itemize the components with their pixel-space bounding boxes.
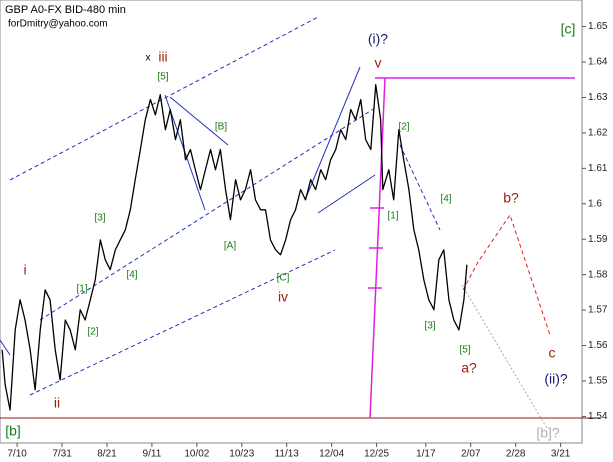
wave-label: a? bbox=[461, 360, 477, 376]
x-tick-label: 2/28 bbox=[506, 449, 526, 460]
wave-label: [3] bbox=[94, 213, 105, 224]
wave-label: b? bbox=[503, 190, 519, 206]
plot-frame bbox=[0, 0, 583, 444]
wave-label: [B] bbox=[215, 122, 227, 133]
y-tick-label: 1.65 bbox=[588, 21, 608, 32]
wave-label: [5] bbox=[459, 345, 470, 356]
wave-label: iii bbox=[158, 49, 167, 65]
wave-label: (ii)? bbox=[544, 371, 568, 387]
channel-line bbox=[9, 16, 319, 181]
trend-line bbox=[399, 144, 441, 231]
trend-line bbox=[0, 339, 11, 356]
x-tick-label: 8/21 bbox=[97, 449, 117, 460]
y-tick-label: 1.56 bbox=[588, 340, 608, 351]
wave-label: v bbox=[375, 55, 382, 71]
wave-label: iv bbox=[278, 289, 288, 305]
wave-label: [5] bbox=[157, 72, 168, 83]
y-tick-label: 1.6 bbox=[588, 198, 602, 209]
y-tick-label: 1.57 bbox=[588, 305, 608, 316]
wave-label: [3] bbox=[424, 321, 435, 332]
x-tick-label: 7/31 bbox=[52, 449, 72, 460]
y-tick-label: 1.62 bbox=[588, 128, 608, 139]
x-tick-label: 10/23 bbox=[229, 449, 254, 460]
wave-label: [b]? bbox=[536, 425, 560, 441]
x-tick-label: 9/11 bbox=[143, 449, 162, 460]
wave-label: [C] bbox=[277, 273, 290, 284]
chart-title: GBP A0-FX BID-480 min bbox=[5, 4, 126, 16]
trend-line bbox=[169, 96, 229, 146]
chart-subtitle: forDmitry@yahoo.com bbox=[8, 19, 108, 30]
y-tick-label: 1.64 bbox=[588, 57, 608, 68]
trend-line bbox=[317, 174, 376, 214]
x-tick-label: 7/10 bbox=[7, 449, 27, 460]
x-tick-label: 12/25 bbox=[364, 449, 389, 460]
wave-label: [1] bbox=[387, 211, 398, 222]
y-tick-label: 1.54 bbox=[588, 411, 608, 422]
channel-line bbox=[29, 249, 336, 396]
wave-label: [A] bbox=[224, 241, 236, 252]
price-line bbox=[1, 84, 468, 411]
wave-label: ii bbox=[54, 395, 60, 411]
forecast-path bbox=[462, 213, 551, 336]
channel-line bbox=[39, 107, 376, 321]
wave-channels bbox=[0, 16, 441, 396]
y-tick-label: 1.55 bbox=[588, 376, 608, 387]
wave-label: (i)? bbox=[368, 31, 388, 47]
time-ticks bbox=[368, 207, 384, 289]
y-tick-label: 1.63 bbox=[588, 92, 608, 103]
wave-label: x bbox=[146, 53, 151, 64]
wave-label: c bbox=[549, 345, 556, 361]
x-tick-label: 2/07 bbox=[461, 449, 481, 460]
forecast-path bbox=[461, 284, 549, 431]
x-tick-label: 12/04 bbox=[319, 449, 344, 460]
y-tick-label: 1.61 bbox=[588, 163, 608, 174]
wave-label: [b] bbox=[5, 423, 21, 439]
trend-line bbox=[304, 66, 361, 201]
x-tick-label: 3/21 bbox=[551, 449, 571, 460]
wave-label: [2] bbox=[398, 122, 409, 133]
y-tick-label: 1.58 bbox=[588, 269, 608, 280]
wave-label: [4] bbox=[126, 270, 137, 281]
wave-label: [2] bbox=[87, 327, 98, 338]
wave-label: i bbox=[23, 262, 26, 278]
x-tick-label: 11/13 bbox=[275, 449, 300, 460]
x-tick-label: 10/02 bbox=[184, 449, 209, 460]
y-tick-label: 1.59 bbox=[588, 234, 608, 245]
x-tick-label: 1/17 bbox=[416, 449, 436, 460]
wave-label: [1] bbox=[76, 284, 87, 295]
wave-label: [4] bbox=[440, 194, 451, 205]
wave-label: [c] bbox=[561, 21, 576, 37]
